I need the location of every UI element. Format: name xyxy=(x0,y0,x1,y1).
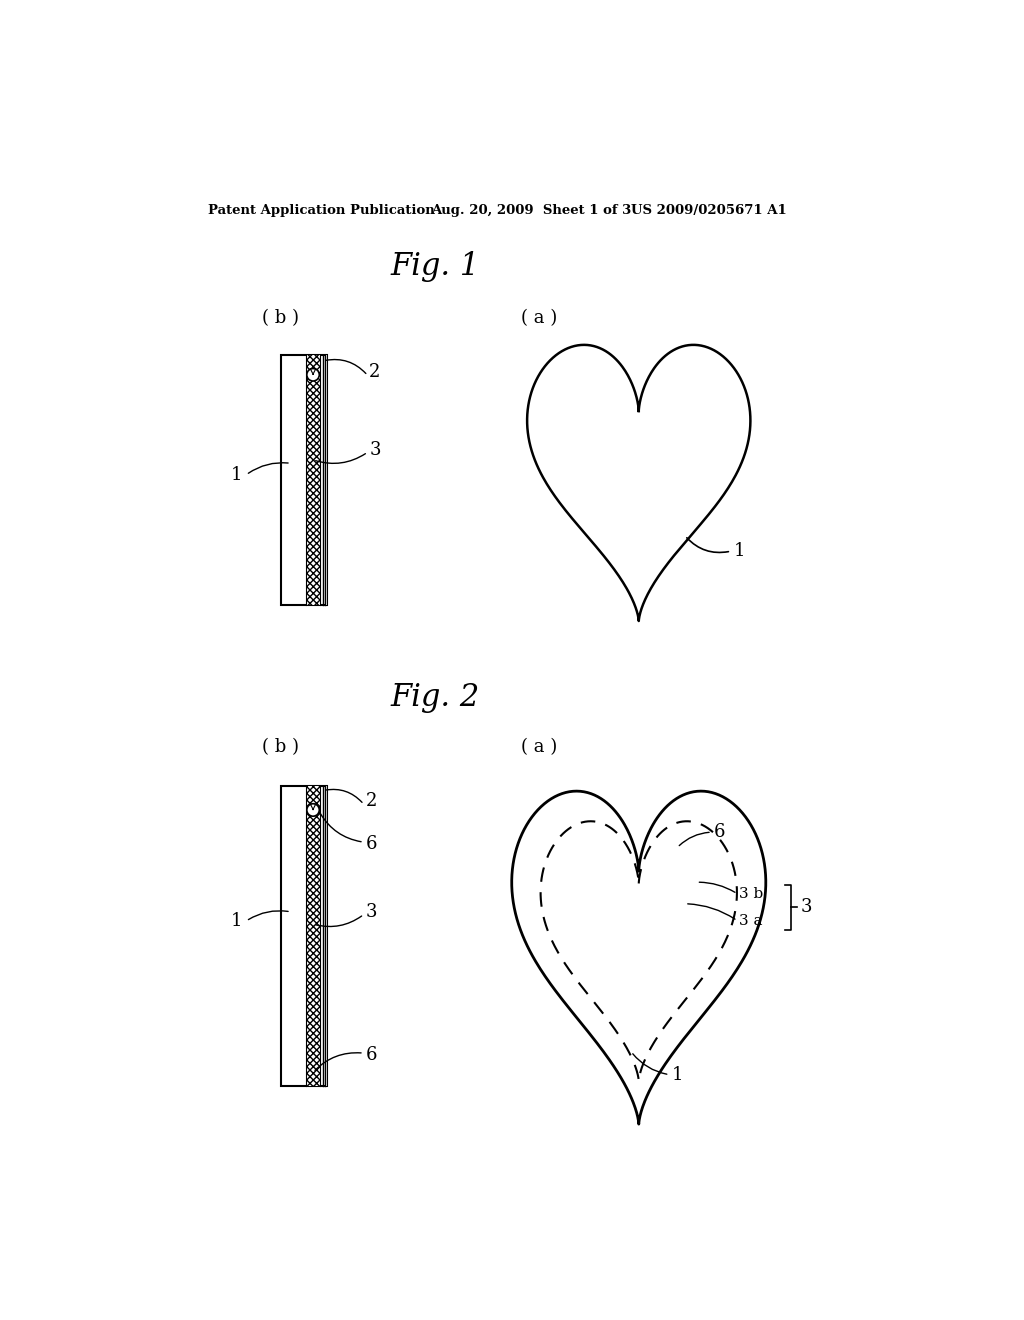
Text: 1: 1 xyxy=(734,543,745,560)
Bar xyxy=(325,355,327,605)
Text: ( b ): ( b ) xyxy=(262,738,299,756)
Text: 1: 1 xyxy=(672,1065,683,1084)
Text: 3 a: 3 a xyxy=(739,913,762,928)
Text: 6: 6 xyxy=(714,824,726,841)
Text: 2: 2 xyxy=(370,363,381,380)
Text: 3: 3 xyxy=(366,903,377,921)
Text: Patent Application Publication: Patent Application Publication xyxy=(208,205,434,218)
Text: 1: 1 xyxy=(230,466,243,484)
Circle shape xyxy=(307,368,319,381)
Text: 6: 6 xyxy=(366,1047,377,1064)
Text: 6: 6 xyxy=(366,834,377,853)
Text: 3 b: 3 b xyxy=(739,887,763,900)
Text: ( a ): ( a ) xyxy=(520,309,557,327)
Text: 3: 3 xyxy=(801,898,812,916)
Text: ( b ): ( b ) xyxy=(262,309,299,327)
Text: ( a ): ( a ) xyxy=(520,738,557,756)
Text: 3: 3 xyxy=(370,441,381,459)
Bar xyxy=(281,355,327,605)
Bar xyxy=(325,785,327,1086)
Text: Aug. 20, 2009  Sheet 1 of 3: Aug. 20, 2009 Sheet 1 of 3 xyxy=(431,205,631,218)
Bar xyxy=(281,785,327,1086)
Bar xyxy=(306,355,319,605)
Text: 2: 2 xyxy=(366,792,377,810)
Text: Fig. 1: Fig. 1 xyxy=(390,251,479,281)
Text: US 2009/0205671 A1: US 2009/0205671 A1 xyxy=(631,205,786,218)
Circle shape xyxy=(307,804,319,816)
Text: 1: 1 xyxy=(230,912,243,931)
Text: Fig. 2: Fig. 2 xyxy=(390,682,479,713)
Bar xyxy=(306,785,319,1086)
